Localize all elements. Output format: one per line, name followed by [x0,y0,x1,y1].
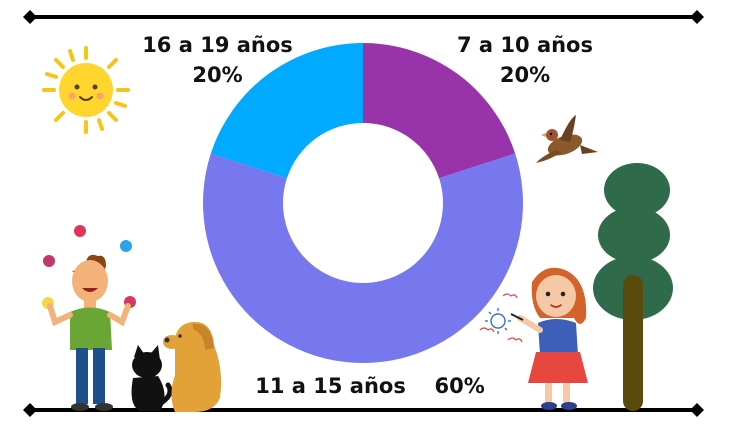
slice-label-7-10-name: 7 a 10 años [457,33,593,57]
slice-label-16-19-percent: 20% [192,63,243,87]
donut-slice-1 [203,153,524,363]
juggling-boy-illustration [42,225,136,411]
slice-label-7-10: 7 a 10 años 20% [440,30,610,90]
dog-illustration [163,321,222,412]
slice-label-11-15: 11 a 15 años 60% [255,371,485,401]
donut-slice-0 [363,43,516,179]
donut-slice-2 [210,42,363,179]
donut-chart [203,42,524,363]
cat-illustration [131,345,173,411]
slice-label-11-15-name: 11 a 15 años [255,374,406,398]
slice-label-16-19-name: 16 a 19 años [142,33,293,57]
slice-label-11-15-percent: 60% [434,374,485,398]
tree-illustration [593,163,673,411]
drawing-girl-illustration [479,267,588,410]
bird-illustration [536,115,598,163]
sun-illustration [42,46,130,134]
slice-label-7-10-percent: 20% [499,63,551,87]
slice-label-16-19: 16 a 19 años 20% [130,30,305,90]
top-rule [23,10,704,24]
bottom-rule [23,403,704,417]
